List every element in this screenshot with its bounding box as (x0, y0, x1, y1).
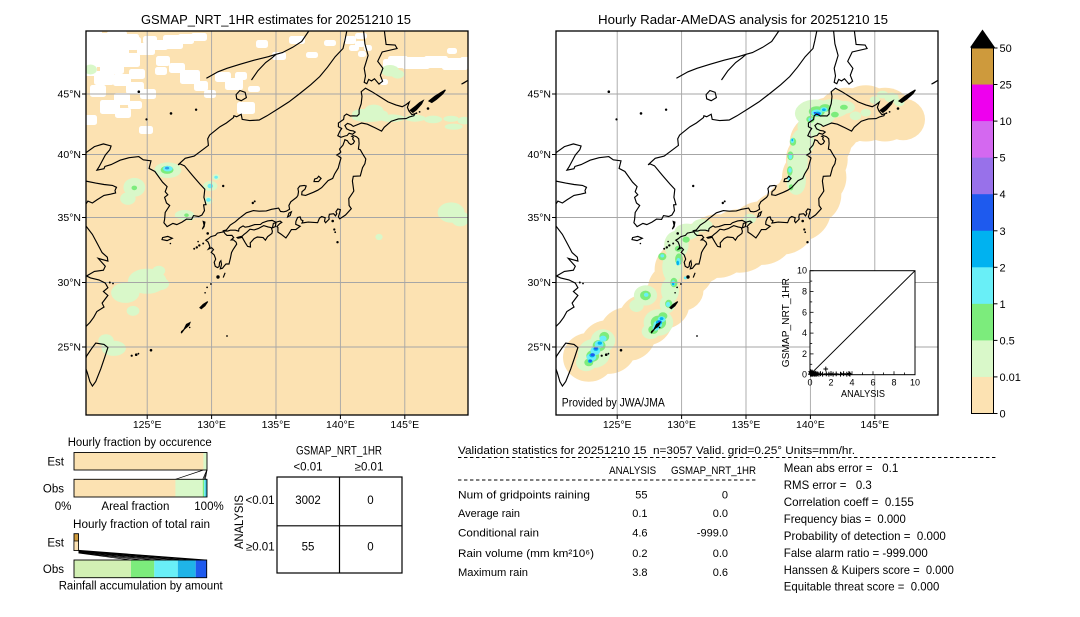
svg-text:False alarm ratio = -999.000: False alarm ratio = -999.000 (784, 546, 928, 560)
svg-text:55: 55 (302, 542, 315, 554)
svg-text:Num of gridpoints raining: Num of gridpoints raining (458, 490, 590, 502)
svg-text:2: 2 (1000, 262, 1006, 274)
svg-text:GSMAP_NRT_1HR: GSMAP_NRT_1HR (671, 465, 756, 477)
svg-text:135°E: 135°E (262, 419, 291, 431)
svg-text:30°N: 30°N (528, 277, 551, 289)
svg-text:0: 0 (807, 378, 812, 388)
svg-text:25°N: 25°N (528, 342, 551, 354)
svg-text:0.1: 0.1 (632, 508, 647, 520)
svg-text:4: 4 (1000, 189, 1006, 201)
svg-text:Est: Est (47, 457, 64, 469)
svg-text:6: 6 (802, 307, 807, 317)
svg-text:8: 8 (891, 378, 896, 388)
svg-text:Probability of detection = 0.: Probability of detection = 0.000 (784, 529, 946, 543)
svg-text:135°E: 135°E (732, 419, 761, 431)
svg-text:100%: 100% (194, 501, 223, 513)
svg-text:0.0: 0.0 (713, 508, 728, 520)
svg-text:GSMAP_NRT_1HR: GSMAP_NRT_1HR (296, 446, 382, 458)
svg-text:4: 4 (849, 378, 854, 388)
svg-text:Correlation coeff = 0.155: Correlation coeff = 0.155 (784, 495, 914, 509)
svg-text:55: 55 (635, 490, 647, 502)
svg-text:130°E: 130°E (197, 419, 226, 431)
svg-text:10: 10 (910, 378, 920, 388)
svg-text:ANALYSIS: ANALYSIS (841, 389, 885, 400)
svg-text:4.6: 4.6 (632, 528, 647, 540)
svg-text:45°N: 45°N (58, 89, 81, 101)
svg-text:0.6: 0.6 (713, 567, 728, 579)
svg-text:Conditional rain: Conditional rain (458, 528, 539, 540)
svg-text:Equitable threat score = 0.00: Equitable threat score = 0.000 (784, 580, 940, 594)
svg-text:Rainfall accumulation by amoun: Rainfall accumulation by amount (59, 581, 224, 593)
svg-text:RMS error = 0.3: RMS error = 0.3 (784, 478, 872, 492)
svg-text:Areal fraction: Areal fraction (101, 501, 169, 513)
svg-text:0: 0 (722, 490, 728, 502)
svg-text:0.01: 0.01 (1000, 372, 1021, 384)
svg-text:130°E: 130°E (667, 419, 696, 431)
svg-text:Provided by JWA/JMA: Provided by JWA/JMA (562, 398, 665, 410)
svg-text:Hourly fraction of total rain: Hourly fraction of total rain (73, 519, 210, 531)
svg-text:Obs: Obs (43, 484, 64, 496)
svg-text:25°N: 25°N (58, 342, 81, 354)
svg-text:Est: Est (47, 538, 64, 550)
svg-text:<0.01: <0.01 (293, 461, 322, 473)
svg-text:Hourly fraction by occurence: Hourly fraction by occurence (68, 437, 212, 449)
svg-text:40°N: 40°N (58, 149, 81, 161)
svg-text:145°E: 145°E (860, 419, 889, 431)
svg-text:ANALYSIS: ANALYSIS (609, 465, 656, 477)
svg-text:0.5: 0.5 (1000, 335, 1015, 347)
svg-text:Validation statistics for 2025: Validation statistics for 20251210 15 n=… (458, 445, 855, 457)
svg-text:50: 50 (1000, 43, 1012, 55)
svg-text:Hourly Radar-AMeDAS analysis f: Hourly Radar-AMeDAS analysis for 2025121… (598, 12, 888, 27)
svg-text:Mean abs error = 0.1: Mean abs error = 0.1 (784, 461, 899, 475)
svg-text:30°N: 30°N (58, 277, 81, 289)
svg-text:Hanssen & Kuipers score = 0.0: Hanssen & Kuipers score = 0.000 (784, 563, 954, 577)
svg-text:<0.01: <0.01 (245, 495, 274, 507)
svg-text:3.8: 3.8 (632, 567, 647, 579)
svg-text:8: 8 (802, 287, 807, 297)
svg-text:0.2: 0.2 (632, 548, 647, 560)
svg-text:35°N: 35°N (528, 212, 551, 224)
svg-text:≥0.01: ≥0.01 (246, 542, 275, 554)
svg-text:0: 0 (367, 542, 373, 554)
svg-text:≥0.01: ≥0.01 (355, 461, 384, 473)
svg-text:1: 1 (1000, 299, 1006, 311)
svg-text:Rain volume (mm km²10⁶): Rain volume (mm km²10⁶) (458, 548, 594, 560)
svg-text:0: 0 (367, 495, 373, 507)
svg-text:Obs: Obs (43, 564, 64, 576)
svg-text:4: 4 (802, 328, 807, 338)
svg-text:Average rain: Average rain (458, 508, 520, 520)
svg-text:2: 2 (828, 378, 833, 388)
svg-text:-999.0: -999.0 (697, 528, 728, 540)
svg-text:Frequency bias = 0.000: Frequency bias = 0.000 (784, 512, 906, 526)
svg-text:5: 5 (1000, 153, 1006, 165)
svg-text:140°E: 140°E (796, 419, 825, 431)
svg-text:10: 10 (1000, 116, 1012, 128)
svg-text:Maximum rain: Maximum rain (458, 567, 528, 579)
svg-text:6: 6 (870, 378, 875, 388)
svg-text:ANALYSIS: ANALYSIS (234, 495, 246, 549)
svg-text:2: 2 (802, 349, 807, 359)
svg-text:3: 3 (1000, 226, 1006, 238)
svg-text:0.0: 0.0 (713, 548, 728, 560)
svg-text:125°E: 125°E (133, 419, 162, 431)
svg-text:45°N: 45°N (528, 89, 551, 101)
svg-text:145°E: 145°E (390, 419, 419, 431)
svg-text:0: 0 (1000, 409, 1006, 421)
svg-text:35°N: 35°N (58, 212, 81, 224)
svg-text:GSMAP_NRT_1HR: GSMAP_NRT_1HR (781, 278, 792, 367)
svg-text:10: 10 (797, 266, 807, 276)
svg-text:GSMAP_NRT_1HR estimates for 20: GSMAP_NRT_1HR estimates for 20251210 15 (141, 12, 411, 27)
svg-text:125°E: 125°E (603, 419, 632, 431)
svg-text:3002: 3002 (295, 495, 321, 507)
svg-text:0: 0 (802, 370, 807, 380)
svg-text:0%: 0% (55, 501, 72, 513)
svg-text:140°E: 140°E (326, 419, 355, 431)
svg-text:40°N: 40°N (528, 149, 551, 161)
svg-text:25: 25 (1000, 80, 1012, 92)
